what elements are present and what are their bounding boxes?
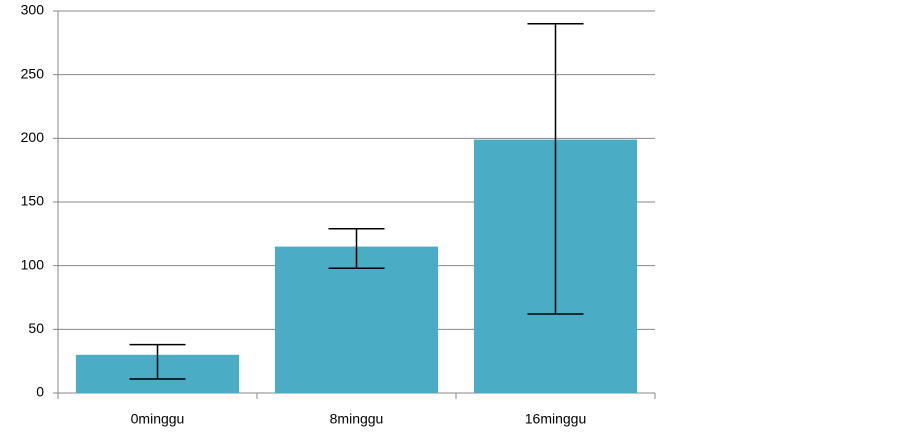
x-tick-label: 0minggu [131,411,185,427]
y-tick-label: 50 [28,320,44,336]
y-tick-label: 100 [21,256,45,272]
y-tick-label: 150 [21,193,45,209]
x-tick-label: 8minggu [330,411,384,427]
y-tick-label: 250 [21,65,45,81]
y-tick-label: 300 [21,2,45,18]
y-tick-label: 0 [36,384,44,400]
y-tick-label: 200 [21,129,45,145]
x-tick-label: 16minggu [525,411,587,427]
bar [274,246,439,393]
